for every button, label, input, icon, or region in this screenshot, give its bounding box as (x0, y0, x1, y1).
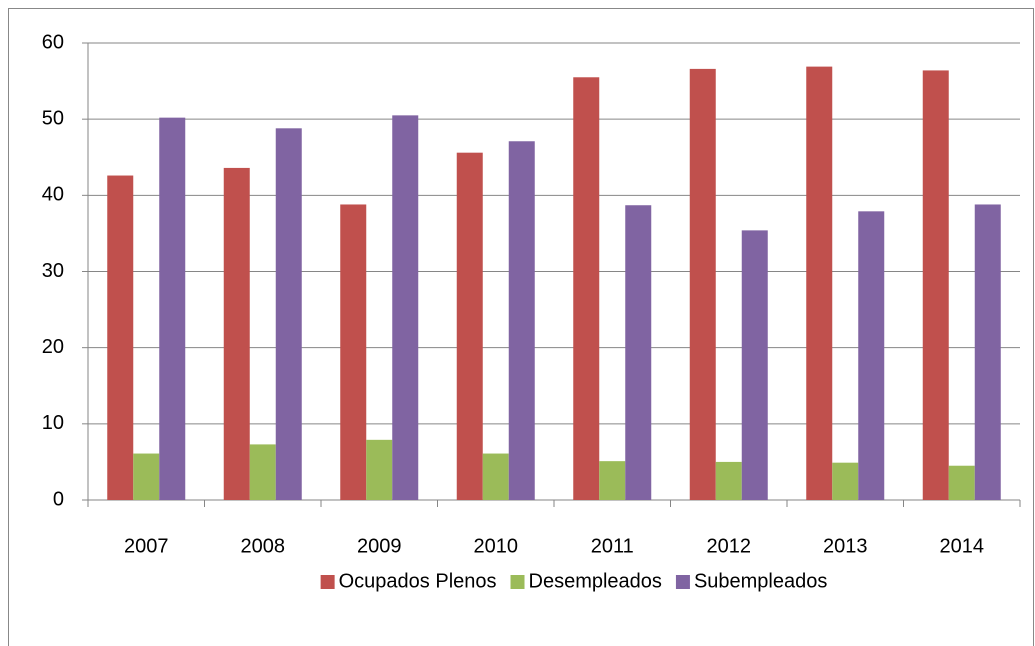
x-tick-label: 2014 (940, 535, 985, 557)
bar (806, 66, 833, 500)
bar (456, 152, 483, 500)
y-tick-label: 0 (53, 488, 64, 510)
x-tick-label: 2010 (474, 535, 519, 557)
x-tick-label: 2012 (707, 535, 752, 557)
x-tick-label: 2013 (823, 535, 868, 557)
legend-swatch (675, 575, 690, 589)
x-tick-label: 2009 (357, 535, 402, 557)
bar (689, 68, 716, 500)
bar (832, 462, 859, 500)
legend-swatch (320, 575, 335, 589)
chart-border (8, 8, 1034, 646)
legend-label: Subempleados (694, 570, 827, 592)
bar (223, 167, 250, 500)
bar (741, 230, 768, 500)
x-tick-label: 2007 (124, 535, 169, 557)
x-tick-label: 2011 (591, 535, 634, 557)
bar (482, 453, 509, 500)
bar (249, 444, 276, 500)
bar (599, 461, 626, 500)
bar (508, 141, 535, 500)
bar (922, 70, 949, 501)
bar (107, 175, 134, 500)
y-tick-label: 10 (42, 412, 64, 434)
y-tick-label: 30 (42, 260, 64, 282)
bar (715, 461, 742, 500)
y-tick-label: 20 (42, 336, 64, 358)
legend-label: Ocupados Plenos (339, 570, 497, 592)
bar (340, 204, 367, 500)
bar (948, 465, 975, 500)
y-tick-label: 50 (42, 107, 64, 129)
bar (159, 117, 186, 500)
legend-label: Desempleados (529, 570, 662, 592)
bar (392, 115, 419, 500)
bar (625, 205, 652, 501)
bar (974, 204, 1001, 500)
y-tick-label: 60 (42, 31, 64, 53)
bar (133, 453, 160, 500)
bar (366, 439, 393, 500)
y-tick-label: 40 (42, 184, 64, 206)
bar (858, 211, 885, 500)
bar (275, 128, 302, 500)
bar (573, 77, 600, 501)
x-tick-label: 2008 (241, 535, 286, 557)
legend-swatch (510, 575, 525, 589)
